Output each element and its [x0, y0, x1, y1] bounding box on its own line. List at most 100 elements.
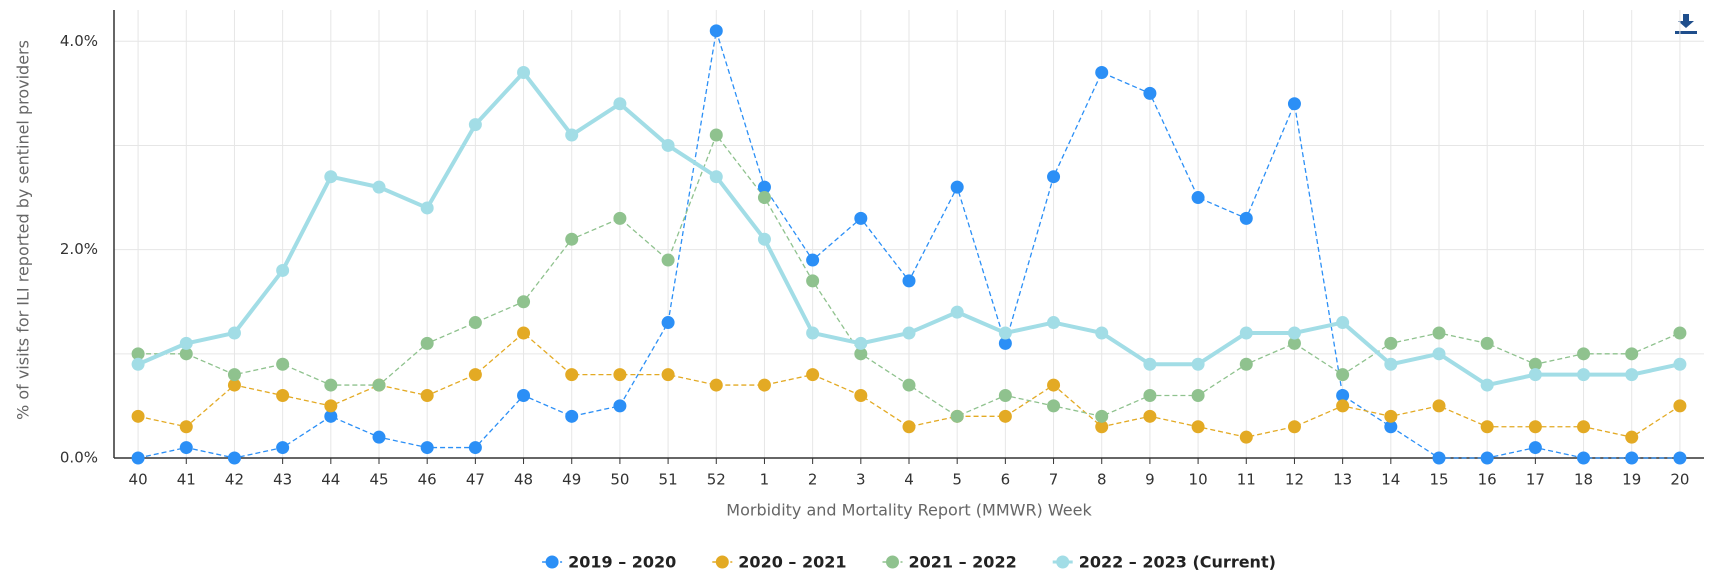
data-point [227, 326, 241, 340]
x-tick-label: 9 [1145, 471, 1155, 489]
data-point [1239, 357, 1253, 371]
data-point [1143, 409, 1157, 423]
data-point [179, 347, 193, 361]
data-point [902, 274, 916, 288]
data-point [1673, 451, 1687, 465]
data-point [1191, 191, 1205, 205]
data-point [1143, 357, 1157, 371]
data-point [1673, 326, 1687, 340]
data-point [1577, 368, 1591, 382]
data-point [998, 409, 1012, 423]
legend-marker [545, 555, 559, 569]
data-point [950, 409, 964, 423]
x-tick-label: 51 [659, 471, 678, 489]
data-point [565, 128, 579, 142]
data-point [1577, 451, 1591, 465]
x-tick-label: 6 [1001, 471, 1011, 489]
data-point [1625, 430, 1639, 444]
data-point [131, 451, 145, 465]
y-axis-title: % of visits for ILI reported by sentinel… [14, 40, 33, 420]
data-point [1191, 357, 1205, 371]
data-point [1384, 409, 1398, 423]
data-point [1528, 420, 1542, 434]
data-point [131, 357, 145, 371]
legend-item[interactable]: 2022 – 2023 (Current) [1052, 553, 1276, 572]
x-tick-label: 8 [1097, 471, 1107, 489]
data-point [468, 118, 482, 132]
data-point [950, 305, 964, 319]
data-point [1095, 420, 1109, 434]
data-point [324, 409, 338, 423]
data-point [227, 368, 241, 382]
x-tick-label: 52 [707, 471, 726, 489]
data-point [1577, 347, 1591, 361]
x-tick-label: 42 [225, 471, 244, 489]
x-tick-label: 41 [177, 471, 196, 489]
legend-text: 2019 – 2020 [568, 553, 676, 572]
x-tick-label: 16 [1478, 471, 1497, 489]
legend-marker [1056, 555, 1070, 569]
data-point [468, 368, 482, 382]
data-point [998, 326, 1012, 340]
data-point [324, 170, 338, 184]
legend-item[interactable]: 2021 – 2022 [882, 553, 1017, 572]
y-tick-label: 0.0% [60, 449, 98, 467]
x-tick-label: 17 [1526, 471, 1545, 489]
data-point [661, 253, 675, 267]
data-point [372, 430, 386, 444]
x-tick-label: 14 [1381, 471, 1400, 489]
data-point [1528, 368, 1542, 382]
legend-item[interactable]: 2019 – 2020 [542, 553, 676, 572]
x-tick-label: 2 [808, 471, 818, 489]
data-point [565, 409, 579, 423]
data-point [1047, 170, 1061, 184]
data-point [1577, 420, 1591, 434]
legend-text: 2020 – 2021 [738, 553, 846, 572]
x-tick-label: 12 [1285, 471, 1304, 489]
data-point [131, 409, 145, 423]
data-point [1143, 388, 1157, 402]
data-point [1336, 316, 1350, 330]
data-point [517, 326, 531, 340]
data-point [227, 378, 241, 392]
data-point [517, 66, 531, 80]
data-point [613, 211, 627, 225]
data-point [757, 232, 771, 246]
data-point [854, 211, 868, 225]
data-point [613, 399, 627, 413]
data-point [565, 368, 579, 382]
data-point [806, 368, 820, 382]
data-point [1480, 378, 1494, 392]
data-point [854, 347, 868, 361]
x-tick-label: 4 [904, 471, 914, 489]
download-button[interactable] [1674, 12, 1698, 36]
data-point [1432, 451, 1446, 465]
data-point [420, 388, 434, 402]
x-tick-label: 18 [1574, 471, 1593, 489]
x-tick-label: 11 [1237, 471, 1256, 489]
data-point [1287, 97, 1301, 111]
data-point [757, 191, 771, 205]
data-point [276, 357, 290, 371]
data-point [1432, 347, 1446, 361]
data-point [1239, 430, 1253, 444]
download-bar [1675, 31, 1697, 34]
data-point [1191, 420, 1205, 434]
data-point [420, 201, 434, 215]
data-point [757, 378, 771, 392]
data-point [1287, 326, 1301, 340]
x-tick-label: 20 [1670, 471, 1689, 489]
data-point [661, 368, 675, 382]
data-point [1384, 336, 1398, 350]
x-tick-label: 43 [273, 471, 292, 489]
data-point [613, 97, 627, 111]
data-point [1432, 399, 1446, 413]
data-point [613, 368, 627, 382]
x-tick-label: 3 [856, 471, 866, 489]
data-point [757, 180, 771, 194]
y-tick-label: 4.0% [60, 32, 98, 50]
data-point [854, 336, 868, 350]
data-point [372, 180, 386, 194]
legend-item[interactable]: 2020 – 2021 [712, 553, 847, 572]
